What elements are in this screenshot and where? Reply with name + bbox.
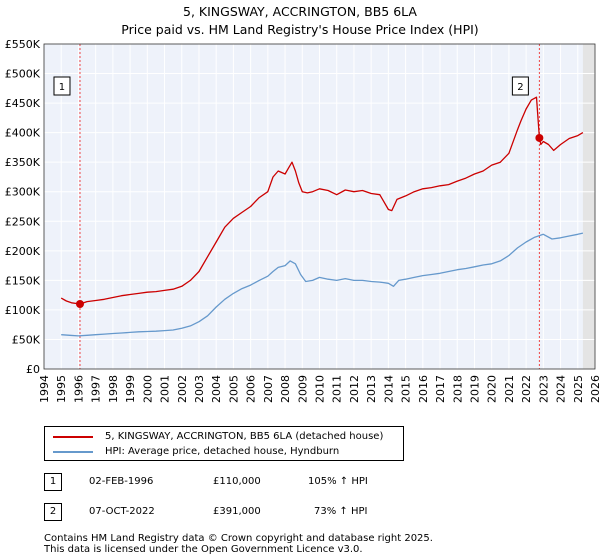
y-tick-label: £150K bbox=[5, 274, 41, 287]
x-tick-label: 1994 bbox=[38, 375, 51, 403]
plot-border bbox=[43, 43, 596, 370]
x-tick-label: 2013 bbox=[365, 375, 378, 403]
legend-swatch-hpi bbox=[53, 451, 93, 453]
legend-label-hpi: HPI: Average price, detached house, Hynd… bbox=[105, 446, 340, 457]
sale-marker-box bbox=[511, 76, 529, 96]
x-tick-label: 2004 bbox=[210, 375, 223, 403]
x-tick-label: 2015 bbox=[400, 375, 413, 403]
y-tick-label: £250K bbox=[5, 215, 41, 228]
x-tick-label: 2025 bbox=[572, 375, 585, 403]
x-tick-label: 2005 bbox=[227, 375, 240, 403]
x-tick-label: 2020 bbox=[486, 375, 499, 403]
x-tick-label: 2018 bbox=[451, 375, 464, 403]
transaction-marker: 1 bbox=[44, 473, 62, 491]
x-tick-label: 1997 bbox=[90, 375, 103, 403]
x-tick-label: 1995 bbox=[55, 375, 68, 403]
footer-licence: This data is licensed under the Open Gov… bbox=[44, 544, 363, 555]
sale-point bbox=[75, 300, 84, 308]
x-tick-label: 2006 bbox=[245, 375, 258, 403]
x-tick-label: 2022 bbox=[520, 375, 533, 403]
y-tick-label: £350K bbox=[5, 156, 41, 169]
transaction-date: 02-FEB-1996 bbox=[89, 476, 154, 487]
x-tick-label: 2007 bbox=[262, 375, 275, 403]
transaction-date: 07-OCT-2022 bbox=[89, 506, 155, 517]
x-tick-label: 1996 bbox=[72, 375, 85, 403]
y-tick-label: £550K bbox=[5, 38, 41, 51]
x-tick-label: 1998 bbox=[107, 375, 120, 403]
legend: 5, KINGSWAY, ACCRINGTON, BB5 6LA (detach… bbox=[44, 426, 404, 461]
y-tick-label: £50K bbox=[12, 333, 41, 346]
y-tick-label: £300K bbox=[5, 186, 41, 199]
x-tick-label: 1999 bbox=[124, 375, 137, 403]
x-tick-label: 2002 bbox=[176, 375, 189, 403]
x-tick-label: 2016 bbox=[417, 375, 430, 403]
x-tick-label: 2014 bbox=[382, 375, 395, 403]
chart-title: 5, KINGSWAY, ACCRINGTON, BB5 6LA bbox=[183, 4, 417, 19]
y-tick-label: £500K bbox=[5, 68, 41, 81]
footer-copyright: Contains HM Land Registry data © Crown c… bbox=[44, 533, 433, 544]
legend-swatch-property bbox=[53, 436, 93, 438]
x-tick-label: 2010 bbox=[314, 375, 327, 403]
chart-title-block: 5, KINGSWAY, ACCRINGTON, BB5 6LA Price p… bbox=[0, 3, 600, 39]
transaction-hpi-change: 105% ↑ HPI bbox=[308, 476, 368, 487]
x-tick-label: 2026 bbox=[589, 375, 600, 403]
transaction-hpi-change: 73% ↑ HPI bbox=[314, 506, 368, 517]
x-tick-label: 2023 bbox=[537, 375, 550, 403]
chart-subtitle: Price paid vs. HM Land Registry's House … bbox=[121, 22, 479, 37]
y-tick-label: £0 bbox=[26, 363, 40, 376]
x-tick-label: 2012 bbox=[348, 375, 361, 403]
sale-marker-label: 2 bbox=[517, 82, 523, 93]
y-tick-label: £400K bbox=[5, 127, 41, 140]
x-tick-label: 2000 bbox=[141, 375, 154, 403]
transaction-price: £110,000 bbox=[213, 476, 261, 487]
x-tick-label: 2021 bbox=[503, 375, 516, 403]
transaction-marker: 2 bbox=[44, 503, 62, 521]
y-tick-label: £200K bbox=[5, 245, 41, 258]
x-tick-label: 2001 bbox=[159, 375, 172, 403]
x-tick-label: 2011 bbox=[331, 375, 344, 403]
x-tick-label: 2019 bbox=[468, 375, 481, 403]
x-tick-label: 2024 bbox=[555, 375, 568, 403]
price-chart: £0 £50K £100K £150K £200K £250K £300K £350K £400… bbox=[5, 38, 600, 403]
legend-label-property: 5, KINGSWAY, ACCRINGTON, BB5 6LA (detach… bbox=[105, 431, 384, 442]
hpi-series-line bbox=[61, 232, 584, 337]
x-tick-label: 2009 bbox=[296, 375, 309, 403]
x-tick-label: 2017 bbox=[434, 375, 447, 403]
sale-marker-box bbox=[53, 76, 71, 96]
transaction-price: £391,000 bbox=[213, 506, 261, 517]
sale-point bbox=[535, 133, 544, 142]
x-tick-label: 2003 bbox=[193, 375, 206, 403]
future-shade bbox=[582, 44, 595, 369]
property-series-line bbox=[60, 96, 584, 305]
x-tick-label: 2008 bbox=[279, 375, 292, 403]
y-tick-label: £100K bbox=[5, 304, 41, 317]
sale-marker-label: 1 bbox=[59, 82, 65, 93]
y-tick-label: £450K bbox=[5, 97, 41, 110]
footer: Contains HM Land Registry data © Crown c… bbox=[44, 533, 433, 555]
